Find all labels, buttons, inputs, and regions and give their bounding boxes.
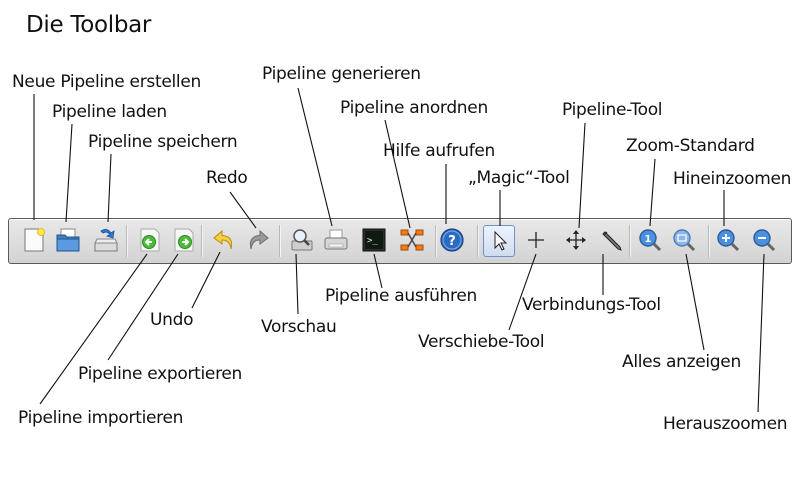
- zoom-default-icon: 1: [639, 229, 662, 252]
- redo-arrow-icon: [249, 229, 269, 250]
- zoom-out-icon: [753, 229, 776, 252]
- svg-text:>_: >_: [367, 236, 378, 246]
- zoom-fit-all-button[interactable]: [669, 225, 699, 255]
- zoom-default-button[interactable]: 1: [635, 225, 665, 255]
- zoom-out-button[interactable]: [749, 225, 779, 255]
- plus-cross-icon: [528, 232, 544, 248]
- save-disk-icon: [94, 229, 118, 252]
- export-pipeline-button[interactable]: [169, 225, 199, 255]
- help-question-icon: ?: [440, 228, 464, 252]
- zoom-fit-icon: [673, 229, 696, 252]
- help-button[interactable]: ?: [437, 225, 467, 255]
- label-hilfe-aufrufen: Hilfe aufrufen: [383, 141, 496, 161]
- label-neue-pipeline: Neue Pipeline erstellen: [12, 72, 201, 92]
- toolbar: >_ ?: [8, 218, 792, 264]
- pen-connect-icon: [602, 231, 622, 251]
- zoom-in-button[interactable]: [713, 225, 743, 255]
- connection-tool-button[interactable]: [597, 225, 627, 255]
- preview-magnifier-icon: [291, 229, 313, 251]
- pointer-arrow-icon: [494, 230, 508, 251]
- zoom-in-icon: [717, 229, 740, 252]
- label-hineinzoomen: Hineinzoomen: [673, 169, 792, 189]
- svg-text:?: ?: [448, 234, 456, 249]
- label-undo: Undo: [150, 310, 194, 330]
- preview-button[interactable]: [287, 225, 317, 255]
- redo-button[interactable]: [243, 225, 273, 255]
- save-pipeline-button[interactable]: [91, 225, 121, 255]
- pipeline-tool-button[interactable]: [561, 225, 591, 255]
- move-arrows-icon: [566, 230, 586, 250]
- move-tool-button[interactable]: [521, 225, 551, 255]
- label-pipeline-importieren: Pipeline importieren: [18, 408, 184, 428]
- generate-pipeline-button[interactable]: [321, 225, 351, 255]
- arrange-nodes-icon: [400, 229, 424, 251]
- label-herauszoomen: Herauszoomen: [663, 414, 788, 434]
- label-alles-anzeigen: Alles anzeigen: [622, 352, 741, 372]
- label-pipeline-generieren: Pipeline generieren: [262, 64, 421, 84]
- new-pipeline-button[interactable]: [19, 225, 49, 255]
- label-verschiebe-tool: Verschiebe-Tool: [418, 332, 545, 352]
- label-pipeline-exportieren: Pipeline exportieren: [78, 364, 243, 384]
- page-title: Die Toolbar: [26, 12, 152, 38]
- label-vorschau: Vorschau: [261, 317, 337, 337]
- import-pipeline-button[interactable]: [135, 225, 165, 255]
- run-pipeline-button[interactable]: >_: [359, 225, 389, 255]
- label-pipeline-laden: Pipeline laden: [52, 102, 167, 122]
- label-zoom-standard: Zoom-Standard: [626, 136, 755, 156]
- undo-button[interactable]: [209, 225, 239, 255]
- arrange-pipeline-button[interactable]: [397, 225, 427, 255]
- label-magic-tool: „Magic“-Tool: [468, 168, 570, 188]
- label-pipeline-tool: Pipeline-Tool: [562, 100, 663, 120]
- magic-tool-button[interactable]: [483, 225, 515, 257]
- label-pipeline-anordnen: Pipeline anordnen: [340, 98, 488, 118]
- folder-open-icon: [56, 228, 80, 252]
- arrow-right-green-icon: [174, 228, 194, 252]
- label-redo: Redo: [206, 168, 248, 188]
- label-pipeline-speichern: Pipeline speichern: [88, 132, 238, 152]
- new-document-icon: [24, 228, 45, 252]
- terminal-icon: >_: [362, 228, 386, 252]
- arrow-left-green-icon: [140, 228, 160, 252]
- label-pipeline-ausfuehren: Pipeline ausführen: [325, 286, 477, 306]
- printer-icon: [324, 229, 348, 250]
- label-verbindungs-tool: Verbindungs-Tool: [522, 295, 661, 315]
- svg-text:1: 1: [645, 234, 652, 245]
- open-pipeline-button[interactable]: [53, 225, 83, 255]
- undo-arrow-icon: [213, 229, 233, 250]
